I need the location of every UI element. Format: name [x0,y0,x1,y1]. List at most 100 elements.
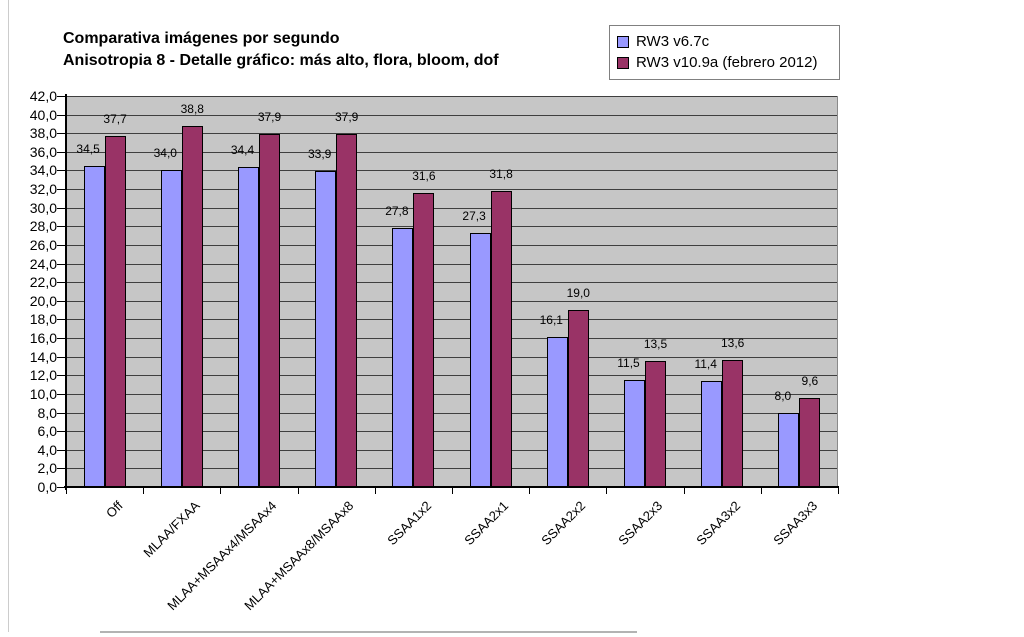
data-label-MLAA/FXAA-series2: 38,8 [180,101,204,116]
x-axis-tick [606,488,608,494]
bar-Off-series2 [104,136,126,487]
y-axis-label: 34,0 [29,162,57,179]
y-axis-tick [57,393,65,395]
data-label-SSAA1x2-series1: 27,8 [385,204,409,219]
bar-SSAA3x3-series2 [799,397,821,487]
data-label-Off-series2: 37,7 [103,112,127,127]
y-axis-label: 2,0 [37,460,57,477]
data-label-MLAA+MSAAx8/MSAAx8-series1: 33,9 [308,147,332,162]
y-axis-tick [57,338,65,340]
bar-SSAA2x3-series1 [624,379,645,487]
x-axis-line [64,486,839,488]
data-label-SSAA2x3-series2: 13,5 [643,337,668,352]
x-axis-tick [374,488,376,494]
x-axis-label-SSAA2x1: SSAA2x1 [461,498,512,548]
plot-area: 34,5 37,7 34,0 38,8 34,4 37,9 33,9 37,9 27,8 31,6… [66,96,838,487]
data-label-MLAA+MSAAx4/MSAAx4-series1: 34,4 [230,142,255,157]
legend: RW3 v6.7c RW3 v10.9a (febrero 2012) [609,25,840,80]
y-axis-label: 22,0 [29,274,57,291]
legend-item-series1: RW3 v6.7c [617,33,839,51]
worksheet-frame-line-left [8,0,9,632]
x-axis-label-SSAA3x3: SSAA3x3 [770,498,821,548]
gridline-36,0 [66,151,837,153]
y-axis-tick [57,412,65,414]
gridline-34,0 [66,170,837,172]
data-label-SSAA3x2-series1: 11,4 [694,356,717,371]
y-axis-label: 0,0 [37,479,57,495]
y-axis-tick [57,244,65,246]
bar-Off-series1 [83,165,105,487]
gridline-18,0 [66,319,837,321]
bar-SSAA1x2-series1 [392,228,414,487]
bar-SSAA2x2-series1 [546,337,568,487]
data-label-MLAA+MSAAx4/MSAAx4-series2: 37,9 [257,110,282,125]
y-axis-tick [57,96,65,97]
x-axis-label-MLAA/FXAA: MLAA/FXAA [140,498,203,561]
x-axis-tick [760,488,762,494]
x-axis-tick [529,488,531,494]
y-axis-label: 30,0 [29,199,57,216]
y-axis-tick [57,449,65,451]
y-axis-label: 10,0 [29,385,57,402]
gridline-22,0 [66,282,837,284]
data-label-SSAA2x1-series2: 31,8 [489,166,513,181]
data-label-SSAA3x3-series2: 9,6 [801,373,819,388]
gridline-26,0 [66,244,837,246]
gridline-20,0 [66,300,837,302]
gridline-32,0 [66,189,837,191]
gridline-38,0 [66,133,837,135]
bar-MLAA/FXAA-series1 [160,170,182,487]
chart-title: Comparativa imágenes por segundo Anisotr… [63,28,499,72]
y-axis-label: 6,0 [37,423,57,440]
legend-swatch-series1 [617,36,629,48]
x-axis-tick [220,488,222,494]
gridline-8,0 [66,412,837,414]
gridline-16,0 [66,338,837,340]
x-axis-label-SSAA2x2: SSAA2x2 [538,498,589,548]
gridline-40,0 [66,114,837,116]
chart-title-line1: Comparativa imágenes por segundo [63,30,340,47]
gridline-2,0 [66,468,837,470]
bar-SSAA2x1-series2 [490,190,512,487]
bar-MLAA+MSAAx4/MSAAx4-series1 [238,166,259,487]
worksheet-frame-line-bottom [100,631,637,633]
gridline-42,0 [66,96,837,97]
data-label-Off-series1: 34,5 [76,141,100,156]
gridline-12,0 [66,375,837,377]
bar-SSAA1x2-series2 [413,192,435,487]
y-axis-tick [57,263,65,265]
bar-MLAA/FXAA-series2 [181,125,203,487]
y-axis-tick [57,114,65,116]
y-axis-label: 20,0 [29,292,57,309]
bar-SSAA2x3-series2 [645,361,666,487]
y-axis-tick [57,151,65,153]
gridline-6,0 [66,431,837,433]
legend-swatch-series2 [617,57,629,69]
bar-SSAA3x2-series2 [722,360,744,487]
y-axis-tick [57,468,65,470]
bar-MLAA+MSAAx4/MSAAx4-series2 [259,134,280,487]
y-axis-tick [57,300,65,302]
y-axis-label: 8,0 [37,404,57,421]
y-axis-label: 14,0 [29,348,57,365]
y-axis-tick [57,189,65,191]
y-axis-label: 42,0 [29,88,57,104]
gridline-14,0 [66,356,837,358]
bar-SSAA3x3-series1 [778,412,800,487]
y-axis-tick [57,282,65,284]
x-axis-tick [838,488,839,494]
y-axis-tick [57,319,65,321]
y-axis-label: 32,0 [29,181,57,198]
data-label-MLAA+MSAAx8/MSAAx8-series2: 37,9 [335,110,359,125]
data-label-SSAA3x3-series1: 8,0 [774,388,792,403]
y-axis-tick [57,431,65,433]
y-axis-tick [57,133,65,135]
y-axis-label: 40,0 [29,106,57,123]
y-axis-tick [57,356,65,358]
y-axis-line [65,94,67,490]
data-label-SSAA3x2-series2: 13,6 [721,336,745,351]
y-axis-label: 16,0 [29,330,57,347]
x-axis-label-SSAA1x2: SSAA1x2 [384,498,435,548]
y-axis-label: 24,0 [29,255,57,272]
data-label-MLAA/FXAA-series1: 34,0 [153,146,177,161]
